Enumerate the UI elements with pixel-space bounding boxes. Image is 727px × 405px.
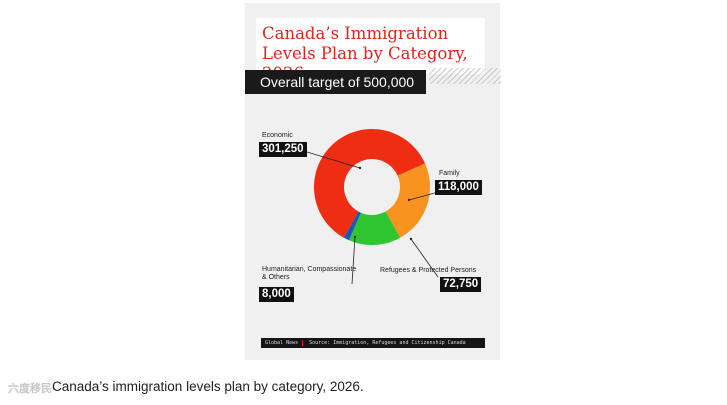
source-footer: Global News Source: Immigration, Refugees… — [261, 338, 485, 348]
overall-target-banner: Overall target of 500,000 — [245, 70, 426, 94]
footer-brand: Global News — [265, 340, 299, 346]
footer-source: Source: Immigration, Refugees and Citize… — [302, 340, 466, 346]
leader-line — [410, 238, 439, 278]
infographic-card: Canada’s Immigration Levels Plan by Cate… — [245, 3, 501, 360]
hatch-decoration — [429, 68, 501, 84]
leader-dot — [353, 235, 357, 239]
watermark-logo: 六度移民 — [8, 383, 52, 395]
donut-chart — [306, 129, 443, 285]
leader-dot — [409, 237, 413, 241]
slice-family — [385, 163, 430, 238]
image-caption: Canada’s immigration levels plan by cate… — [52, 379, 364, 394]
leader-line — [306, 151, 361, 169]
slice-economic — [314, 129, 425, 238]
value-refugees: 72,750 — [440, 277, 482, 292]
label-economic: Economic — [262, 132, 293, 139]
value-family: 118,000 — [435, 180, 482, 195]
leader-line — [351, 236, 356, 285]
slice-refugees-protected-persons — [349, 211, 401, 245]
label-humanitarian: Humanitarian, Compassionate & Others — [262, 266, 357, 281]
slice-humanitarian-compassionate-others — [343, 211, 361, 241]
title-box: Canada’s Immigration Levels Plan by Cate… — [256, 18, 485, 83]
label-family: Family — [439, 170, 460, 177]
label-refugees: Refugees & Protected Persons — [380, 267, 477, 274]
chart-title: Canada’s Immigration Levels Plan by Cate… — [262, 24, 468, 83]
leader-dot — [407, 198, 411, 202]
leader-dot — [358, 166, 362, 170]
value-humanitarian: 8,000 — [259, 287, 294, 302]
value-economic: 301,250 — [259, 142, 307, 157]
